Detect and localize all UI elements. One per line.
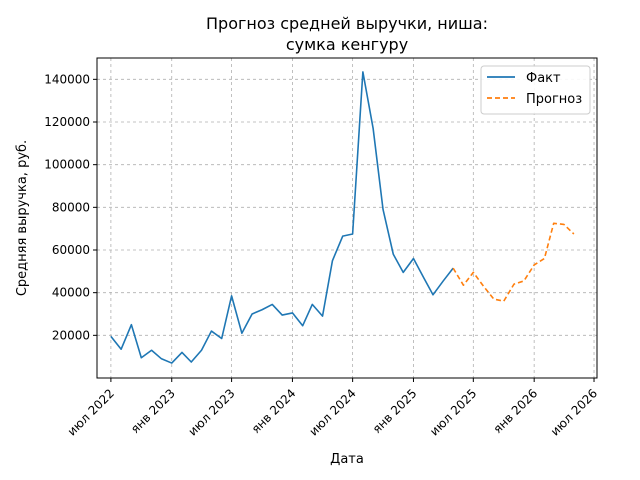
y-tick-label: 20000 [52, 328, 90, 342]
y-tick-label: 120000 [44, 115, 90, 129]
legend: Факт Прогноз [480, 65, 591, 115]
legend-box [480, 65, 591, 115]
y-tick-label: 140000 [44, 72, 90, 86]
y-axis-label: Средняя выручка, руб. [15, 140, 30, 296]
legend-label-fact: Факт [526, 71, 561, 86]
y-tick-label: 80000 [52, 200, 90, 214]
plot-frame [96, 57, 598, 379]
series-line-forecast [452, 222, 575, 303]
x-axis-label: Дата [330, 452, 364, 467]
chart-title-line-1: Прогноз средней выручки, ниша: [206, 14, 488, 33]
series-line-fact [110, 71, 454, 364]
series-layer [110, 71, 575, 364]
y-tick-label: 100000 [44, 158, 90, 172]
y-tick-label: 40000 [52, 286, 90, 300]
legend-label-forecast: Прогноз [526, 92, 582, 107]
y-tick-label: 60000 [52, 243, 90, 257]
y-axis: 20000 40000 60000 80000 100000 120000 140000 [44, 72, 97, 342]
chart-title-line-2: сумка кенгуру [286, 35, 408, 54]
